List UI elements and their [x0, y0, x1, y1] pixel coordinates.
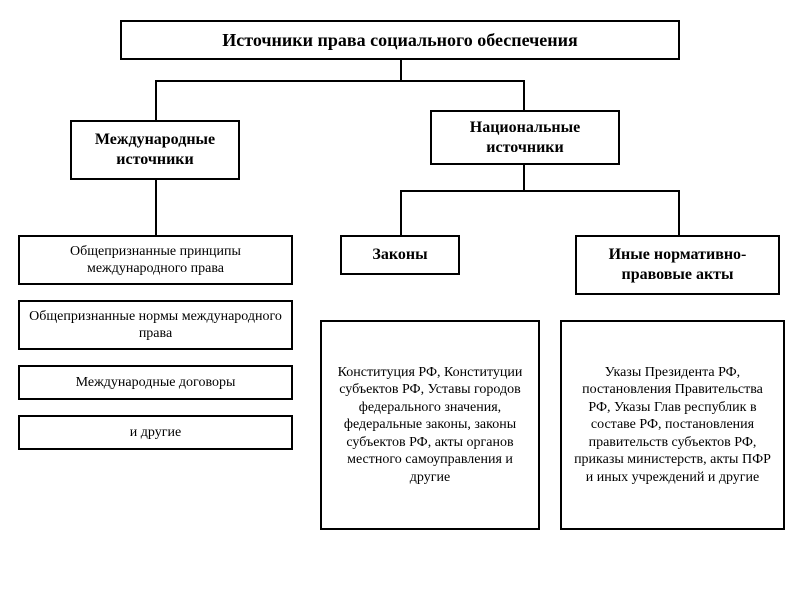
acts-detail: Указы Президента РФ, постановления Прави… [560, 320, 785, 530]
root-node: Источники права социального обеспечения [120, 20, 680, 60]
national-node: Национальные источники [430, 110, 620, 165]
acts-node: Иные нормативно-правовые акты [575, 235, 780, 295]
intl-child-4-label: и другие [130, 424, 181, 442]
acts-label: Иные нормативно-правовые акты [585, 245, 770, 285]
intl-child-1-label: Общепризнанные принципы международного п… [28, 243, 283, 278]
laws-detail: Конституция РФ, Конституции субъектов РФ… [320, 320, 540, 530]
national-label: Национальные источники [440, 118, 610, 158]
connector [155, 80, 525, 82]
intl-child-1: Общепризнанные принципы международного п… [18, 235, 293, 285]
intl-child-4: и другие [18, 415, 293, 450]
international-label: Международные источники [80, 130, 230, 170]
intl-child-3: Международные договоры [18, 365, 293, 400]
root-label: Источники права социального обеспечения [222, 29, 577, 52]
connector [523, 165, 525, 190]
connector [155, 180, 157, 235]
connector [400, 190, 680, 192]
intl-child-2: Общепризнанные нормы международного прав… [18, 300, 293, 350]
connector [155, 80, 157, 120]
acts-detail-text: Указы Президента РФ, постановления Прави… [570, 364, 775, 487]
connector [523, 80, 525, 110]
connector [400, 60, 402, 80]
laws-detail-text: Конституция РФ, Конституции субъектов РФ… [330, 364, 530, 487]
international-node: Международные источники [70, 120, 240, 180]
connector [678, 190, 680, 235]
intl-child-3-label: Международные договоры [76, 374, 236, 392]
laws-node: Законы [340, 235, 460, 275]
intl-child-2-label: Общепризнанные нормы международного прав… [28, 308, 283, 343]
laws-label: Законы [372, 245, 427, 265]
connector [400, 190, 402, 235]
